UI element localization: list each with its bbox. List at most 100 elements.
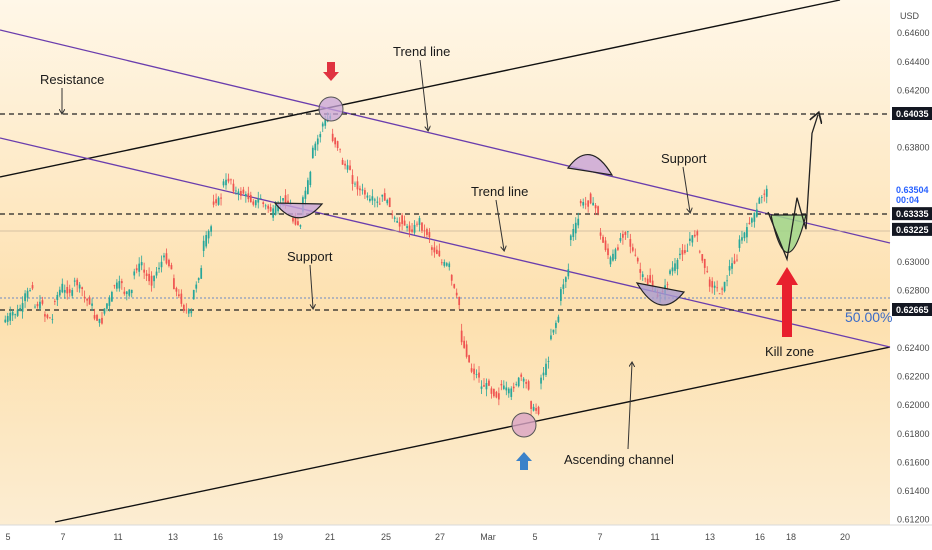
- candle-body: [369, 198, 371, 201]
- candle-body: [56, 294, 59, 301]
- annotation-support-2-pointer: [309, 264, 313, 308]
- candle-body: [88, 297, 91, 305]
- candle-body: [118, 281, 121, 289]
- candle-body: [743, 232, 746, 239]
- price-tick-label: 0.63800: [897, 143, 930, 153]
- candle-body: [31, 285, 34, 289]
- candle-body: [572, 228, 575, 238]
- candle-body: [676, 260, 679, 270]
- annotation-kill-zone: Kill zone: [765, 344, 814, 359]
- candle-body: [478, 372, 480, 378]
- candle-body: [306, 180, 309, 195]
- time-axis-labels: 5 7 11 13 16 19 21 25 27 Mar 5 7 11 13 16 18 20: [5, 532, 850, 542]
- candle-body: [497, 393, 500, 400]
- time-tick-label: 25: [381, 532, 391, 542]
- candle-body: [272, 208, 275, 218]
- candle-body: [351, 175, 354, 184]
- support-bounce-shape-2: [635, 282, 686, 306]
- candle-body: [396, 220, 399, 223]
- candle-body: [115, 282, 118, 289]
- price-tick-label: 0.63000: [897, 257, 930, 267]
- candle-body: [381, 194, 384, 197]
- candle-body: [490, 388, 493, 394]
- candle-body: [294, 217, 297, 225]
- candle-body: [431, 247, 433, 250]
- candle-body: [706, 270, 709, 272]
- annotation-trend-line-1: Trend line: [393, 44, 450, 59]
- candle-body: [19, 308, 21, 311]
- candle-body: [311, 147, 314, 159]
- candle-body: [746, 227, 748, 238]
- time-tick-label: 16: [213, 532, 223, 542]
- candle-body: [78, 284, 81, 289]
- candle-body: [150, 275, 153, 286]
- candle-body: [639, 269, 642, 273]
- candle-body: [98, 318, 101, 323]
- candle-body: [666, 284, 669, 286]
- kill-zone-arrow-icon: [776, 267, 798, 337]
- candle-body: [421, 222, 423, 231]
- time-tick-label: 21: [325, 532, 335, 542]
- annotation-ascending-channel-pointer: [627, 363, 632, 450]
- price-tick-label: 0.61800: [897, 429, 930, 439]
- candle-body: [423, 230, 426, 232]
- candle-body: [205, 235, 208, 247]
- candle-body: [106, 303, 108, 309]
- candle-body: [11, 311, 14, 316]
- candle-body: [339, 148, 341, 150]
- price-box-countdown: 00:04: [896, 195, 919, 205]
- candle-body: [247, 193, 250, 200]
- candle-body: [435, 249, 438, 254]
- candle-body: [401, 215, 403, 224]
- candle-body: [336, 141, 339, 149]
- candle-body: [555, 322, 557, 328]
- candle-body: [354, 183, 356, 185]
- candle-body: [445, 263, 448, 266]
- candle-body: [14, 314, 17, 316]
- candle-body: [361, 189, 364, 191]
- candle-body: [309, 171, 312, 186]
- candle-body: [450, 274, 453, 281]
- candle-body: [688, 238, 691, 241]
- price-box: 0.63225: [892, 222, 932, 236]
- candle-body: [378, 203, 381, 205]
- candle-body: [512, 386, 515, 389]
- candle-body: [217, 197, 220, 205]
- candle-body: [182, 305, 185, 311]
- candle-body: [287, 200, 289, 204]
- candle-body: [413, 224, 416, 233]
- candle-body: [158, 267, 160, 270]
- candle-body: [507, 388, 510, 394]
- candle-body: [708, 279, 711, 287]
- candle-body: [473, 368, 475, 375]
- candle-body: [170, 265, 173, 270]
- candle-body: [475, 374, 478, 375]
- candle-body: [108, 297, 111, 306]
- candle-body: [592, 202, 594, 206]
- candle-body: [736, 259, 738, 261]
- candle-body: [545, 363, 547, 375]
- candle-body: [299, 225, 302, 227]
- candle-body: [644, 278, 647, 280]
- candle-body: [547, 361, 550, 363]
- candle-body: [165, 253, 168, 264]
- candle-body: [493, 389, 495, 397]
- candle-body: [190, 311, 193, 314]
- candle-body: [408, 225, 411, 232]
- candle-body: [636, 257, 639, 262]
- candle-body: [331, 133, 334, 141]
- candle-body: [96, 315, 98, 321]
- candle-body: [535, 408, 537, 411]
- candle-body: [76, 279, 79, 286]
- price-box-bg: [892, 107, 932, 120]
- candle-body: [267, 205, 270, 209]
- candle-body: [262, 202, 265, 204]
- candle-body: [674, 263, 676, 271]
- candle-body: [222, 181, 225, 186]
- candle-body: [138, 263, 141, 272]
- candle-body: [346, 165, 349, 170]
- candle-body: [334, 137, 337, 145]
- candle-body: [133, 271, 136, 276]
